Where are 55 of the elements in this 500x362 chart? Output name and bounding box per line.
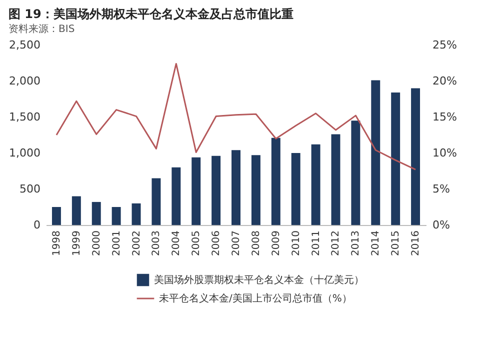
y-tick-label: 2,500 [9,38,40,52]
x-tick-label: 2008 [250,230,262,256]
x-tick-label: 2003 [151,230,162,256]
x-tick-label: 2007 [231,230,242,256]
bar [72,196,81,225]
y2-tick-label: 15% [432,110,457,124]
y2-tick-label: 20% [432,74,457,88]
x-tick-label: 2010 [290,230,302,256]
x-tick-label: 2013 [350,230,362,256]
x-tick-label: 1998 [51,230,62,256]
y2-tick-label: 0% [432,218,450,232]
y2-tick-label: 25% [432,38,457,52]
bar [311,144,320,225]
bar [371,80,380,225]
chart-title: 图 19：美国场外期权未平仓名义本金及占总市值比重 [8,7,294,21]
bar [212,156,221,225]
line-series [56,62,416,170]
bar [351,120,360,225]
legend-label: 美国场外股票期权未平仓名义本金（十亿美元） [154,274,364,286]
bar [52,207,61,225]
y2-tick-label: 10% [432,146,457,160]
x-tick-label: 2004 [171,230,182,256]
x-tick-label: 2016 [410,230,422,256]
x-tick-label: 2000 [91,230,102,256]
bar [251,155,260,225]
bar [331,134,340,225]
x-tick-label: 2006 [211,230,222,256]
bar [271,138,280,225]
y-tick-label: 0 [34,218,40,232]
x-tick-label: 2002 [131,230,142,256]
x-tick-label: 2015 [390,230,402,256]
text: 资料来源：BIS [8,23,75,35]
x-tick-label: 2009 [270,230,282,256]
x-tick-label: 2011 [310,230,322,256]
x-tick-label: 1999 [71,230,82,256]
x-tick-label: 2005 [191,230,202,256]
legend-label: 未平仓名义本金/美国上市公司总市值（%） [159,292,352,304]
y-tick-label: 1,500 [9,110,40,124]
x-tick-label: 2012 [330,230,342,256]
bar [152,178,161,225]
bar [391,92,400,225]
bar [132,203,141,225]
x-tick-label: 2014 [370,230,382,256]
bar [92,202,101,225]
y-tick-label: 1,000 [9,146,40,160]
x-tick-label: 2001 [111,230,122,256]
bar [112,207,121,225]
bar [192,157,201,225]
bar [411,88,420,225]
y-tick-label: 500 [20,182,40,196]
bar [291,153,300,225]
y2-tick-label: 5% [432,182,450,196]
bar [232,150,240,225]
y-tick-label: 2,000 [9,74,40,88]
bar [172,167,181,225]
